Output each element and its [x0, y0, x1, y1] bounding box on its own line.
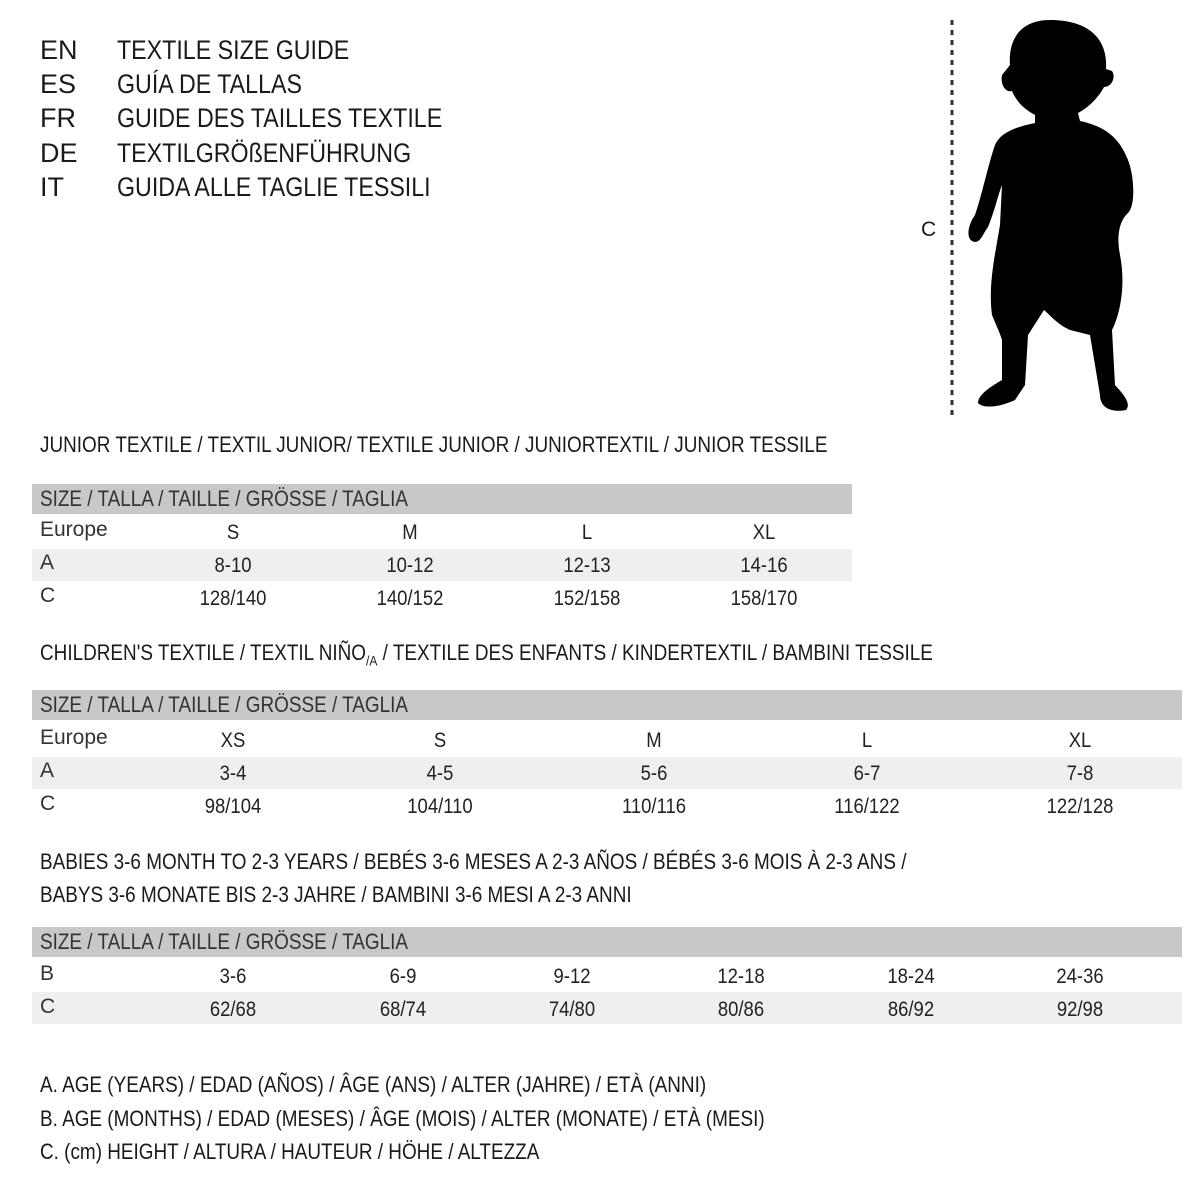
table-cell: 6-9 [389, 965, 417, 988]
children-header-band: SIZE / TALLA / TAILLE / GRÖSSE / TAGLIA [32, 690, 1182, 720]
table-cell: 80/86 [717, 998, 765, 1021]
table-cell: XS [220, 729, 246, 752]
lang-code: FR [40, 103, 76, 133]
table-cell: 152/158 [553, 587, 621, 610]
table-cell: 128/140 [199, 587, 267, 610]
table-cell: 18-24 [887, 965, 935, 988]
table-cell: 74/80 [548, 998, 596, 1021]
title-text: / TEXTILE DES ENFANTS / KINDERTEXTIL / B… [377, 640, 933, 665]
row-stripe [32, 992, 1182, 1024]
junior-title: JUNIOR TEXTILE / TEXTIL JUNIOR/ TEXTILE … [40, 432, 828, 457]
babies-header-band: SIZE / TALLA / TAILLE / GRÖSSE / TAGLIA [32, 927, 1182, 957]
lang-title: TEXTILE SIZE GUIDE [117, 35, 350, 65]
table-cell: 122/128 [1046, 795, 1114, 818]
table-cell: 62/68 [209, 998, 257, 1021]
table-cell: 5-6 [640, 762, 668, 785]
child-silhouette-icon [950, 20, 1134, 415]
table-cell: 7-8 [1066, 762, 1094, 785]
legend-a: A. AGE (YEARS) / EDAD (AÑOS) / ÂGE (ANS)… [40, 1072, 707, 1097]
row-label: Europe [40, 518, 108, 541]
row-label: C [40, 995, 56, 1018]
height-label: C [921, 218, 937, 241]
table-cell: M [646, 729, 662, 752]
table-cell: 14-16 [740, 554, 788, 577]
children-title: CHILDREN'S TEXTILE / TEXTIL NIÑO/A / TEX… [40, 638, 1078, 675]
babies-title-line2: BABYS 3-6 MONATE BIS 2-3 JAHRE / BAMBINI… [40, 882, 632, 907]
lang-code: ES [40, 69, 77, 99]
table-cell: 12-13 [563, 554, 611, 577]
table-cell: 116/122 [834, 795, 900, 818]
table-cell: 98/104 [204, 795, 262, 818]
title-text: CHILDREN'S TEXTILE / TEXTIL NIÑO [40, 640, 367, 665]
title-sub: /A [366, 652, 378, 669]
table-cell: 104/110 [407, 795, 473, 818]
table-cell: 158/170 [730, 587, 798, 610]
lang-title: GUIDE DES TAILLES TEXTILE [117, 103, 443, 133]
table-cell: 3-6 [219, 965, 247, 988]
table-cell: 10-12 [386, 554, 434, 577]
table-cell: 140/152 [376, 587, 444, 610]
lang-title: GUÍA DE TALLAS [117, 69, 302, 99]
table-cell: XL [1068, 729, 1092, 752]
table-cell: 24-36 [1056, 965, 1104, 988]
table-cell: 12-18 [717, 965, 765, 988]
row-stripe [32, 549, 852, 581]
table-cell: 4-5 [426, 762, 454, 785]
row-stripe [32, 757, 1182, 789]
table-cell: 6-7 [853, 762, 881, 785]
table-cell: M [402, 521, 418, 544]
table-header: SIZE / TALLA / TAILLE / GRÖSSE / TAGLIA [40, 929, 409, 954]
table-cell: L [581, 521, 593, 544]
legend-b: B. AGE (MONTHS) / EDAD (MESES) / ÂGE (MO… [40, 1106, 765, 1131]
lang-code: EN [40, 35, 78, 65]
row-label: A [40, 551, 55, 574]
lang-code: IT [40, 172, 64, 202]
table-cell: XL [752, 521, 776, 544]
table-cell: 9-12 [553, 965, 591, 988]
table-cell: 8-10 [214, 554, 252, 577]
table-cell: 68/74 [379, 998, 427, 1021]
row-label: B [40, 962, 55, 985]
table-header: SIZE / TALLA / TAILLE / GRÖSSE / TAGLIA [40, 486, 409, 511]
row-label: C [40, 792, 56, 815]
table-cell: S [226, 521, 240, 544]
row-label: C [40, 584, 56, 607]
babies-title-line1: BABIES 3-6 MONTH TO 2-3 YEARS / BEBÉS 3-… [40, 849, 907, 874]
table-cell: L [861, 729, 873, 752]
table-header: SIZE / TALLA / TAILLE / GRÖSSE / TAGLIA [40, 692, 409, 717]
table-cell: 110/116 [621, 795, 687, 818]
junior-header-band: SIZE / TALLA / TAILLE / GRÖSSE / TAGLIA [32, 484, 852, 514]
lang-code: DE [40, 138, 78, 168]
table-cell: 3-4 [219, 762, 247, 785]
row-label: A [40, 759, 55, 782]
lang-title: GUIDA ALLE TAGLIE TESSILI [117, 172, 431, 202]
table-cell: 92/98 [1056, 998, 1104, 1021]
lang-title: TEXTILGRÖßENFÜHRUNG [117, 138, 412, 168]
table-cell: S [433, 729, 447, 752]
legend-c: C. (cm) HEIGHT / ALTURA / HAUTEUR / HÖHE… [40, 1139, 540, 1164]
row-label: Europe [40, 726, 108, 749]
table-cell: 86/92 [887, 998, 935, 1021]
